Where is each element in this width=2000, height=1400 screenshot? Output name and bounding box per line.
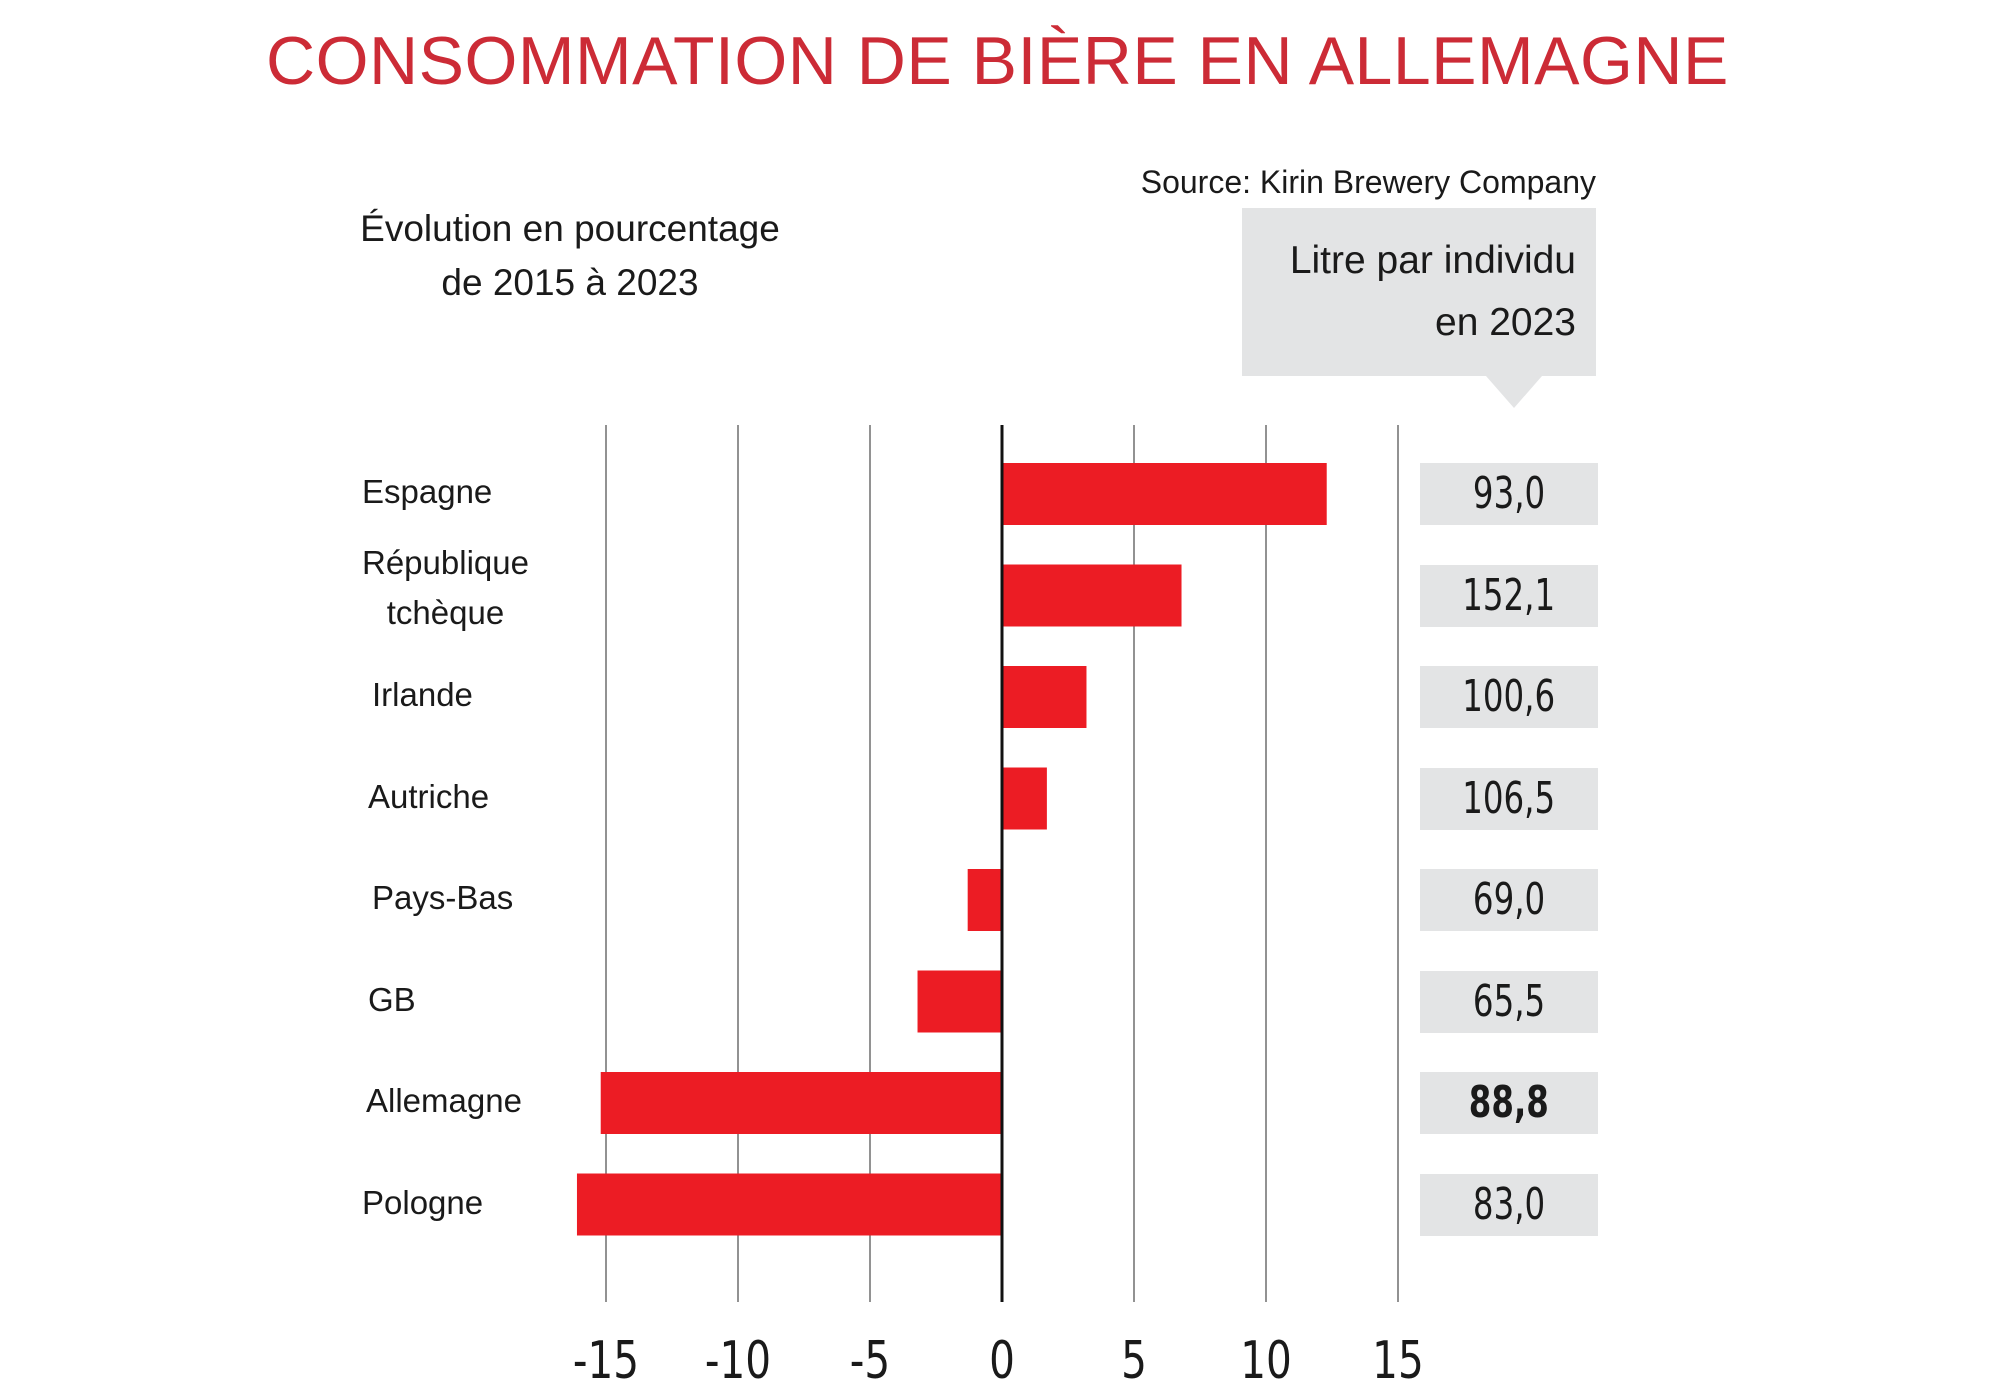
- source-note: Source: Kirin Brewery Company: [1140, 164, 1596, 200]
- bar-pologne: [576, 1173, 1002, 1236]
- litre-value-box: 83,0: [1420, 1173, 1598, 1236]
- category-label: Pays-Bas: [372, 873, 513, 923]
- litre-value-box: 93,0: [1420, 463, 1598, 525]
- category-label-line: Pays-Bas: [372, 879, 514, 916]
- litre-value-box: 65,5: [1420, 970, 1598, 1033]
- subtitle-line-1: Évolution en pourcentage: [360, 208, 780, 249]
- unit-line-1: Litre par individu: [1289, 239, 1576, 282]
- litre-value: 88,8: [1468, 1077, 1550, 1128]
- x-tick-label: 0: [989, 1330, 1015, 1390]
- category-label: République tchèque: [362, 538, 529, 638]
- category-label-line: Irlande: [372, 676, 473, 713]
- litre-value-box: 100,6: [1420, 666, 1598, 728]
- category-label-line: République: [362, 543, 529, 581]
- subtitle-line-2: de 2015 à 2023: [441, 262, 699, 303]
- category-label: Allemagne: [366, 1076, 522, 1126]
- category-label-line: GB: [368, 980, 416, 1018]
- category-label: GB: [368, 975, 416, 1025]
- litre-value: 152,1: [1462, 569, 1556, 621]
- litre-value-box: 152,1: [1420, 564, 1598, 627]
- x-tick-label: 10: [1240, 1330, 1292, 1390]
- x-tick-label: 5: [1121, 1330, 1147, 1390]
- litre-value: 100,6: [1462, 671, 1556, 722]
- category-label: Irlande: [372, 670, 473, 720]
- unit-header-box: Litre par individu en 2023: [1242, 208, 1596, 376]
- category-label-line: tchèque: [386, 593, 505, 631]
- category-label: Espagne: [362, 467, 492, 517]
- category-label: Pologne: [362, 1178, 483, 1228]
- bar-irlande: [1002, 666, 1087, 728]
- category-label-line: Espagne: [362, 473, 493, 510]
- litre-value-box: 106,5: [1420, 767, 1598, 830]
- litre-value: 83,0: [1472, 1178, 1546, 1230]
- litre-value-box: 88,8: [1420, 1072, 1598, 1134]
- bar-allemagne: [600, 1072, 1002, 1134]
- x-tick-label: 15: [1372, 1330, 1424, 1390]
- x-tick-label: -5: [850, 1330, 890, 1390]
- bar-autriche: [1002, 767, 1047, 830]
- litre-value: 93,0: [1472, 468, 1546, 519]
- litre-value: 106,5: [1462, 772, 1556, 824]
- litre-value-box: 69,0: [1420, 869, 1598, 931]
- x-tick-label: -10: [705, 1330, 771, 1390]
- chart-subtitle: Évolution en pourcentage de 2015 à 2023: [320, 202, 820, 310]
- bar-r-publique-tch-que: [1002, 564, 1182, 627]
- bar-gb: [917, 970, 1002, 1033]
- category-label-line: Allemagne: [366, 1082, 522, 1119]
- category-label-line: Pologne: [362, 1183, 484, 1221]
- bar-pays-bas: [967, 869, 1002, 931]
- unit-pointer-arrow: [1486, 376, 1542, 408]
- unit-line-2: en 2023: [1435, 301, 1576, 344]
- litre-value: 69,0: [1472, 874, 1546, 925]
- bar-espagne: [1002, 463, 1327, 525]
- chart-title: CONSOMMATION DE BIÈRE EN ALLEMAGNE: [266, 23, 1729, 99]
- category-label: Autriche: [368, 772, 489, 822]
- litre-value: 65,5: [1472, 975, 1546, 1027]
- x-tick-label: -15: [573, 1330, 639, 1390]
- category-label-line: Autriche: [368, 777, 490, 815]
